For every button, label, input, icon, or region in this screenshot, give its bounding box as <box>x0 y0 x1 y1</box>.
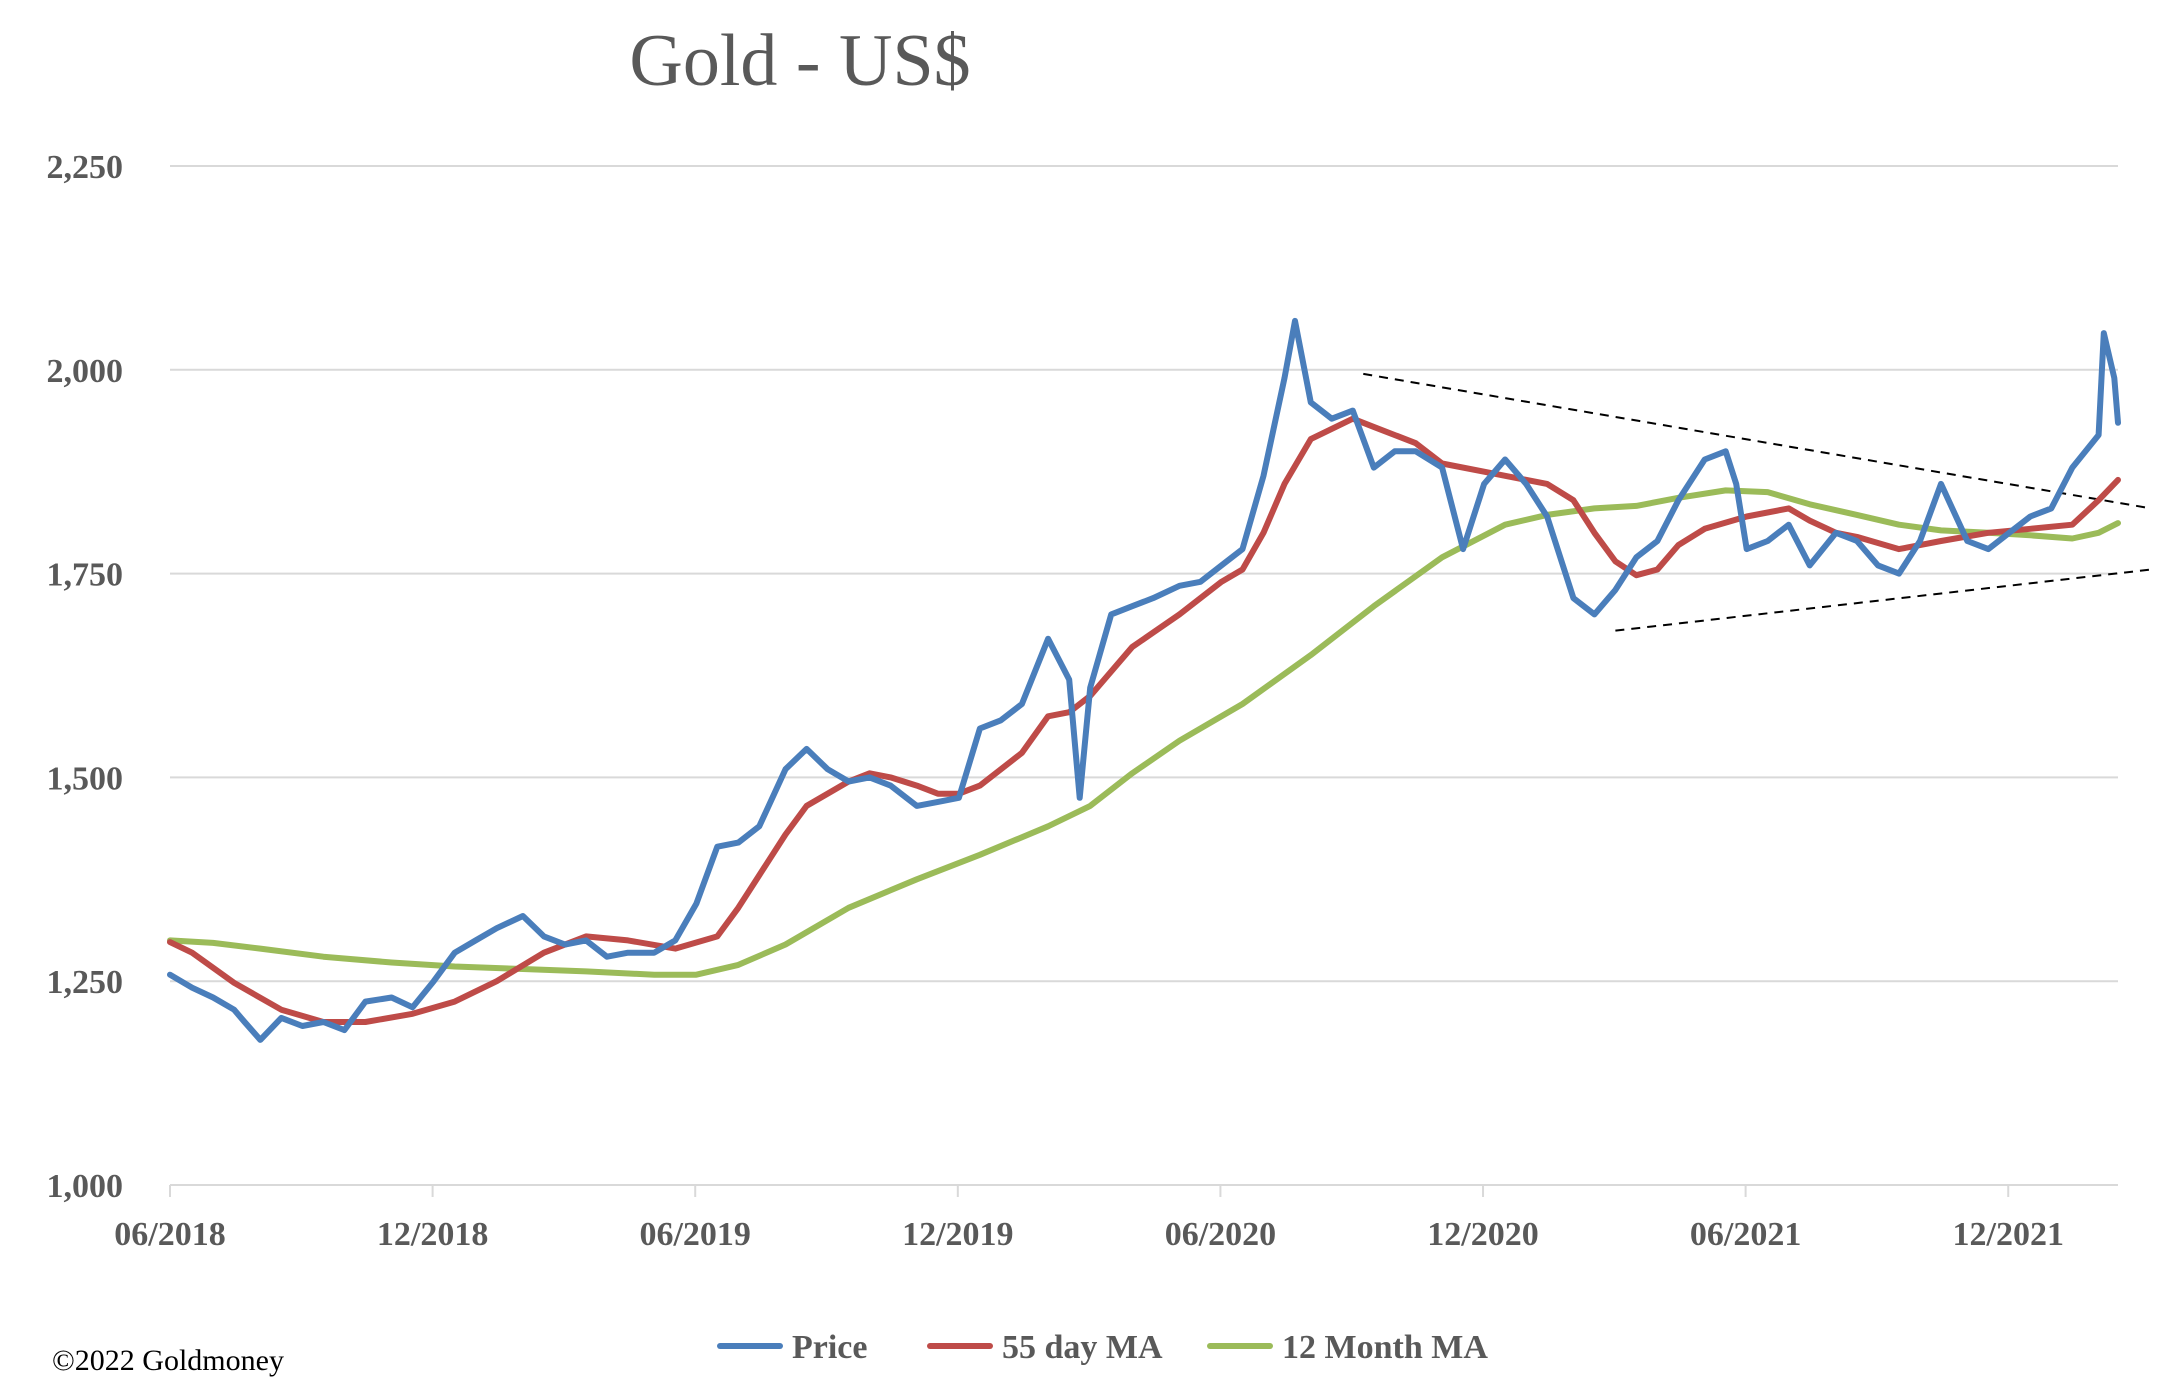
copyright-text: ©2022 Goldmoney <box>52 1344 284 1377</box>
y-tick-label: 1,000 <box>47 1168 124 1205</box>
series-line-12-month-ma <box>167 487 2121 978</box>
legend-item: 12 Month MA <box>1207 1329 1488 1366</box>
legend: Price 55 day MA 12 Month MA <box>717 1329 1488 1366</box>
y-tick-label: 1,750 <box>47 557 124 594</box>
x-tick-label: 06/2018 <box>114 1216 225 1253</box>
trendline <box>1363 372 2152 510</box>
x-tick-label: 12/2019 <box>902 1216 1013 1253</box>
series-lines <box>167 317 2121 1043</box>
legend-item: Price <box>717 1329 868 1366</box>
x-tick-label: 06/2021 <box>1690 1216 1801 1253</box>
x-tick-label: 12/2018 <box>377 1216 488 1253</box>
trendline <box>1615 568 2152 632</box>
legend-label: Price <box>792 1329 868 1366</box>
x-axis: 06/2018 12/2018 06/2019 12/2019 06/2020 12/20… <box>114 1184 2118 1253</box>
chart-title: Gold - US$ <box>629 20 970 102</box>
x-tick-label: 06/2019 <box>639 1216 750 1253</box>
y-tick-label: 1,250 <box>47 964 124 1001</box>
series-line-price <box>167 317 2121 1043</box>
legend-label: 55 day MA <box>1002 1329 1163 1366</box>
y-tick-label: 1,500 <box>47 760 124 797</box>
series-line-55-day-ma <box>167 415 2121 1025</box>
trendlines <box>1363 372 2152 632</box>
legend-item: 55 day MA <box>927 1329 1163 1366</box>
y-axis: 1,000 1,250 1,500 1,750 2,000 2,250 <box>47 149 124 1205</box>
x-tick-label: 12/2020 <box>1427 1216 1538 1253</box>
legend-label: 12 Month MA <box>1282 1329 1488 1366</box>
y-tick-label: 2,000 <box>47 353 124 390</box>
x-tick-label: 12/2021 <box>1953 1216 2064 1253</box>
gridlines <box>170 165 2118 983</box>
y-tick-label: 2,250 <box>47 149 124 186</box>
x-tick-label: 06/2020 <box>1165 1216 1276 1253</box>
